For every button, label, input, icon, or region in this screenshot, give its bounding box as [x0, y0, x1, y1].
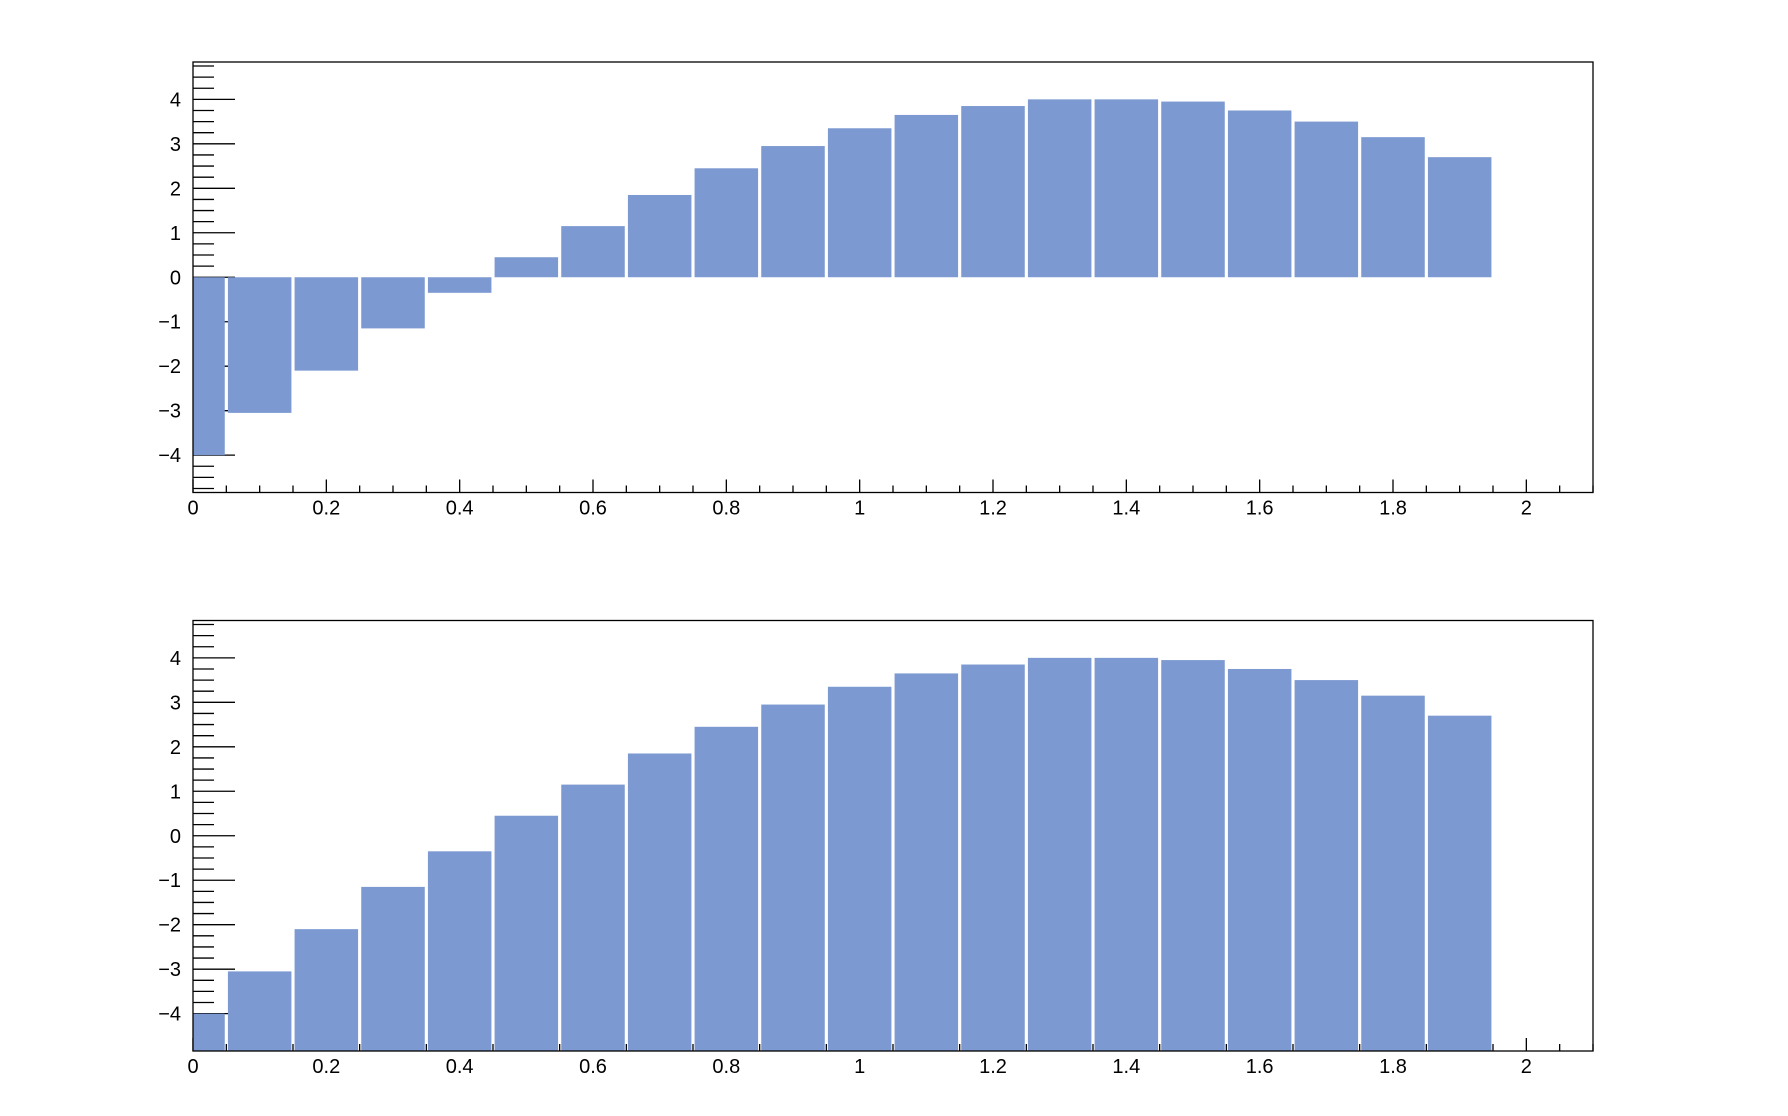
- histogram-bar: [827, 128, 892, 278]
- histogram-bar: [1361, 695, 1425, 1051]
- histogram-bar: [1027, 99, 1092, 278]
- histogram-bar: [761, 146, 825, 278]
- histogram-bar: [427, 277, 492, 293]
- y-tick-label: −1: [158, 312, 181, 334]
- y-tick-label: 1: [170, 223, 181, 245]
- x-tick-label: 2: [1521, 498, 1532, 520]
- y-tick-label: 4: [170, 89, 181, 111]
- histogram-bar: [1294, 680, 1359, 1051]
- histogram-bar: [494, 257, 559, 278]
- histogram-bar: [827, 686, 892, 1051]
- y-tick-label: 0: [170, 267, 181, 289]
- y-tick-label: 2: [170, 178, 181, 200]
- histogram-bar: [561, 784, 625, 1051]
- histogram-bar: [193, 1013, 225, 1051]
- histogram-bar: [961, 106, 1025, 278]
- bottom-histogram-panel: −4 −3 −2 −1 0 1 2 3 4 0 0.2 0.4 0.6 0.8 1 1.2 1.4 1.6 1.8 2: [158, 619, 1594, 1078]
- y-tick-label: −2: [158, 356, 181, 378]
- x-tick-label: 0: [187, 1056, 198, 1078]
- x-tick-label: 0.2: [312, 1056, 340, 1078]
- y-tick-label: −4: [158, 1004, 181, 1026]
- x-tick-label: 0.6: [579, 1056, 607, 1078]
- x-tick-label: 0: [187, 498, 198, 520]
- x-tick-label: 1.8: [1379, 1056, 1407, 1078]
- y-tick-label: 3: [170, 134, 181, 156]
- x-tick-label: 0.6: [579, 498, 607, 520]
- x-tick-label: 1.2: [979, 1056, 1007, 1078]
- histogram-bar: [1427, 715, 1492, 1051]
- histogram-bar: [294, 929, 359, 1051]
- histogram-bar: [1227, 110, 1292, 278]
- x-tick-label: 0.4: [446, 1056, 474, 1078]
- histogram-bar: [427, 851, 492, 1051]
- x-tick-label: 1.4: [1112, 498, 1140, 520]
- y-tick-label: −1: [158, 870, 181, 892]
- y-tick-label: −4: [158, 445, 181, 467]
- histogram-bar: [494, 815, 559, 1051]
- histogram-bar: [227, 971, 292, 1051]
- histogram-bar: [294, 277, 359, 371]
- top-histogram-panel: −4 −3 −2 −1 0 1 2 3 4 0 0.2 0.4 0.6 0.8 1 1.2 1.4 1.6 1.8 2: [158, 61, 1594, 520]
- histogram-bar: [627, 194, 692, 278]
- y-tick-label: −3: [158, 401, 181, 423]
- y-tick-label: 4: [170, 648, 181, 670]
- y-tick-label: 0: [170, 826, 181, 848]
- histogram-bar: [227, 277, 292, 413]
- x-tick-label: 2: [1521, 1056, 1532, 1078]
- histogram-bar: [761, 704, 825, 1051]
- x-tick-label: 1.6: [1246, 498, 1274, 520]
- x-tick-label: 1.4: [1112, 1056, 1140, 1078]
- histogram-bar: [361, 277, 425, 329]
- x-tick-label: 1.2: [979, 498, 1007, 520]
- histogram-bar: [1227, 668, 1292, 1051]
- y-tick-label: 1: [170, 781, 181, 803]
- x-tick-label: 1: [854, 498, 865, 520]
- histogram-bar: [1027, 657, 1092, 1051]
- histogram-bar: [1294, 121, 1359, 278]
- histogram-bar: [1094, 657, 1159, 1051]
- plot-frame: [192, 619, 1594, 1052]
- x-tick-label: 0.8: [712, 1056, 740, 1078]
- histogram-bar: [694, 168, 759, 278]
- histogram-bar: [894, 673, 959, 1051]
- histogram-bar: [1427, 157, 1492, 278]
- histogram-bar: [694, 726, 759, 1051]
- histogram-bar: [1161, 660, 1225, 1051]
- histogram-bar: [627, 753, 692, 1051]
- histogram-bar: [361, 886, 425, 1051]
- y-tick-label: −3: [158, 959, 181, 981]
- x-tick-label: 0.8: [712, 498, 740, 520]
- histogram-bar: [1361, 137, 1425, 278]
- histogram-bar: [561, 226, 625, 278]
- histogram-bar: [961, 664, 1025, 1051]
- x-tick-label: 0.4: [446, 498, 474, 520]
- histogram-bar: [1161, 101, 1225, 278]
- x-tick-label: 1.6: [1246, 1056, 1274, 1078]
- histogram-bar: [193, 277, 225, 456]
- x-tick-label: 1.8: [1379, 498, 1407, 520]
- y-tick-label: 2: [170, 737, 181, 759]
- y-tick-label: −2: [158, 915, 181, 937]
- histogram-bar: [1094, 99, 1159, 278]
- plot-frame: [192, 61, 1594, 494]
- y-tick-label: 3: [170, 692, 181, 714]
- histogram-bar: [894, 114, 959, 278]
- x-tick-label: 0.2: [312, 498, 340, 520]
- x-tick-label: 1: [854, 1056, 865, 1078]
